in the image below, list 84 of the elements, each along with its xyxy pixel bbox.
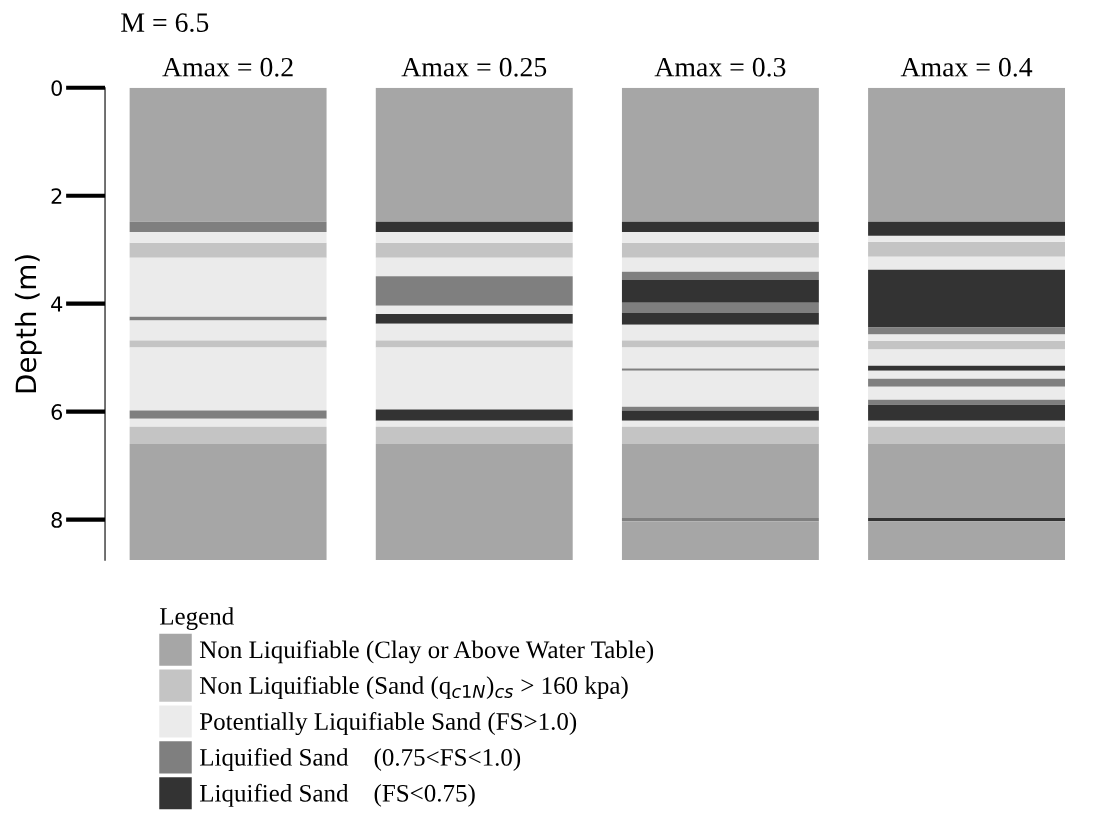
bar [621,406,819,411]
bar [129,242,327,258]
bar [621,518,819,522]
bar [621,324,819,341]
bar [621,347,819,369]
bar [375,409,573,421]
bar [375,426,573,445]
bar [868,378,1066,387]
bar [868,269,1066,328]
legend-label: Non Liquifiable (Sand (q$_{c1N}$)$_{cs}$ > 160 kpa) [199,676,628,699]
bar [621,370,819,407]
bar [621,368,819,371]
y-tick-label: 6 [51,404,63,420]
bar [868,87,1066,222]
bar [868,426,1066,445]
bar [375,242,573,258]
y-axis-title: Depth (m) [14,255,42,393]
bar [621,87,819,222]
bar [375,276,573,306]
bar [621,279,819,303]
bar [868,327,1066,335]
bar [129,347,327,411]
x-tick-label: Amax = 0.4 [900,57,1033,77]
bar [129,418,327,427]
legend-label: Potentially Liquifiable Sand (FS>1.0) [199,712,577,736]
bar [129,257,327,317]
bar [621,221,819,232]
bar [868,399,1066,405]
bar [868,349,1066,366]
x-tick-label: Amax = 0.3 [654,57,786,77]
y-tick-label: 0 [51,80,62,96]
bar [621,242,819,258]
bar [129,426,327,445]
bar [868,518,1066,522]
legend-label: Non Liquifiable (Clay or Above Water Table) [199,640,654,664]
bar [129,320,327,341]
chart-subtitle: M = 6.5 [121,13,209,33]
bar [868,241,1066,257]
bar [375,347,573,410]
x-tick-label: Amax = 0.25 [401,57,547,77]
bar [375,257,573,277]
bar [868,386,1066,400]
bar [375,305,573,314]
y-tick-label: 4 [51,296,63,312]
x-tick-label: Amax = 0.2 [162,57,293,77]
bar [868,444,1066,519]
bar [868,365,1066,371]
legend-label: Liquified Sand (FS<0.75) [199,783,475,807]
bar [868,420,1066,427]
bar [621,271,819,280]
bar [621,444,819,519]
bar [129,87,327,222]
bar [868,221,1066,236]
bar [868,404,1066,421]
bar [868,340,1066,350]
bar [129,340,327,348]
bar [868,521,1066,561]
bar [375,340,573,348]
bar [868,235,1066,242]
bar [621,426,819,445]
bar [375,221,573,232]
bar [375,420,573,427]
bar [621,521,819,561]
bar [868,256,1066,270]
bar [129,231,327,243]
legend-title: Legend [159,607,234,630]
bar [375,323,573,341]
y-tick-label: 8 [51,512,62,528]
bar [621,302,819,313]
bar [621,410,819,421]
y-tick-label: 2 [51,188,62,204]
bar [621,340,819,348]
bar [129,410,327,419]
bar [375,87,573,222]
bar [621,257,819,272]
bar [621,420,819,427]
legend-label: Liquified Sand (0.75<FS<1.0) [199,747,521,771]
bar [375,313,573,324]
bar [129,221,327,232]
bar [375,231,573,243]
bar [621,231,819,243]
bar [868,370,1066,379]
bar [868,334,1066,341]
bar [621,312,819,325]
